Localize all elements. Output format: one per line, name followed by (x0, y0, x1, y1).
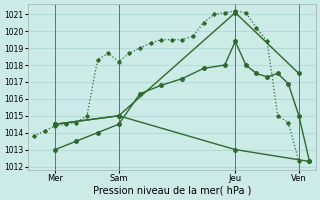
X-axis label: Pression niveau de la mer( hPa ): Pression niveau de la mer( hPa ) (92, 186, 251, 196)
